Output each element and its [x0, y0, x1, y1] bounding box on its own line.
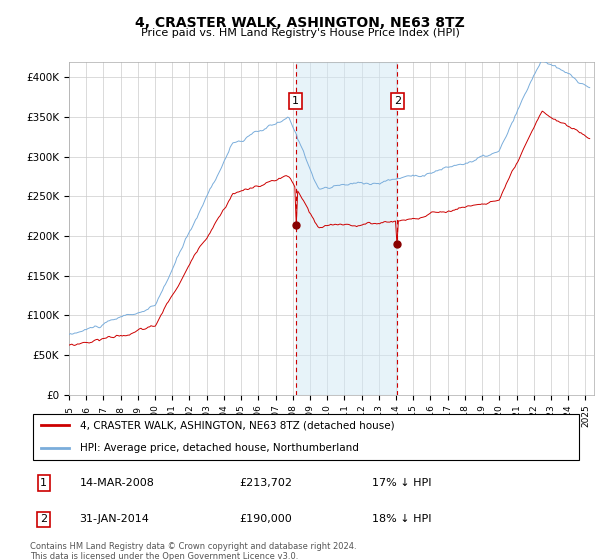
Text: 1: 1 — [292, 96, 299, 106]
Text: 4, CRASTER WALK, ASHINGTON, NE63 8TZ (detached house): 4, CRASTER WALK, ASHINGTON, NE63 8TZ (de… — [80, 420, 394, 430]
Text: 2: 2 — [394, 96, 401, 106]
Text: HPI: Average price, detached house, Northumberland: HPI: Average price, detached house, Nort… — [80, 444, 359, 454]
Text: 17% ↓ HPI: 17% ↓ HPI — [372, 478, 432, 488]
Text: Contains HM Land Registry data © Crown copyright and database right 2024.
This d: Contains HM Land Registry data © Crown c… — [30, 542, 356, 560]
FancyBboxPatch shape — [33, 414, 579, 460]
Text: 4, CRASTER WALK, ASHINGTON, NE63 8TZ: 4, CRASTER WALK, ASHINGTON, NE63 8TZ — [135, 16, 465, 30]
Text: 31-JAN-2014: 31-JAN-2014 — [80, 515, 149, 524]
Text: £213,702: £213,702 — [240, 478, 293, 488]
Text: Price paid vs. HM Land Registry's House Price Index (HPI): Price paid vs. HM Land Registry's House … — [140, 28, 460, 38]
Text: £190,000: £190,000 — [240, 515, 293, 524]
Text: 2: 2 — [40, 515, 47, 524]
Text: 1: 1 — [40, 478, 47, 488]
Text: 14-MAR-2008: 14-MAR-2008 — [80, 478, 155, 488]
Text: 18% ↓ HPI: 18% ↓ HPI — [372, 515, 432, 524]
Bar — [296, 62, 397, 395]
